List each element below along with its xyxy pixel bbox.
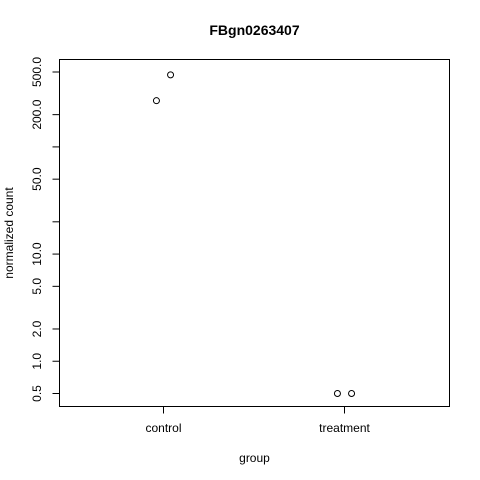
x-axis-label: group <box>239 451 270 465</box>
y-tick-label: 1.0 <box>30 353 44 370</box>
data-point <box>333 390 341 397</box>
y-tick-label: 200.0 <box>30 99 44 129</box>
x-tick-label: treatment <box>319 421 370 435</box>
y-tick-label: 5.0 <box>30 278 44 295</box>
data-points <box>152 71 356 397</box>
y-axis: 0.5 1.0 2.0 5.0 10.0 50.0 200.0 500.0 <box>30 57 60 402</box>
y-tick-label: 500.0 <box>30 57 44 87</box>
y-tick-label: 0.5 <box>30 385 44 402</box>
y-tick-label: 2.0 <box>30 320 44 337</box>
chart-title: FBgn0263407 <box>209 22 299 38</box>
x-tick-label: control <box>145 421 181 435</box>
plot-frame <box>59 59 450 407</box>
data-point <box>167 71 175 79</box>
y-tick-label: 10.0 <box>30 242 44 266</box>
y-tick-label: 50.0 <box>30 167 44 191</box>
data-point <box>348 390 356 397</box>
y-axis-label: normalized count <box>2 187 16 279</box>
x-axis: control treatment <box>145 406 371 435</box>
data-point <box>152 97 160 105</box>
